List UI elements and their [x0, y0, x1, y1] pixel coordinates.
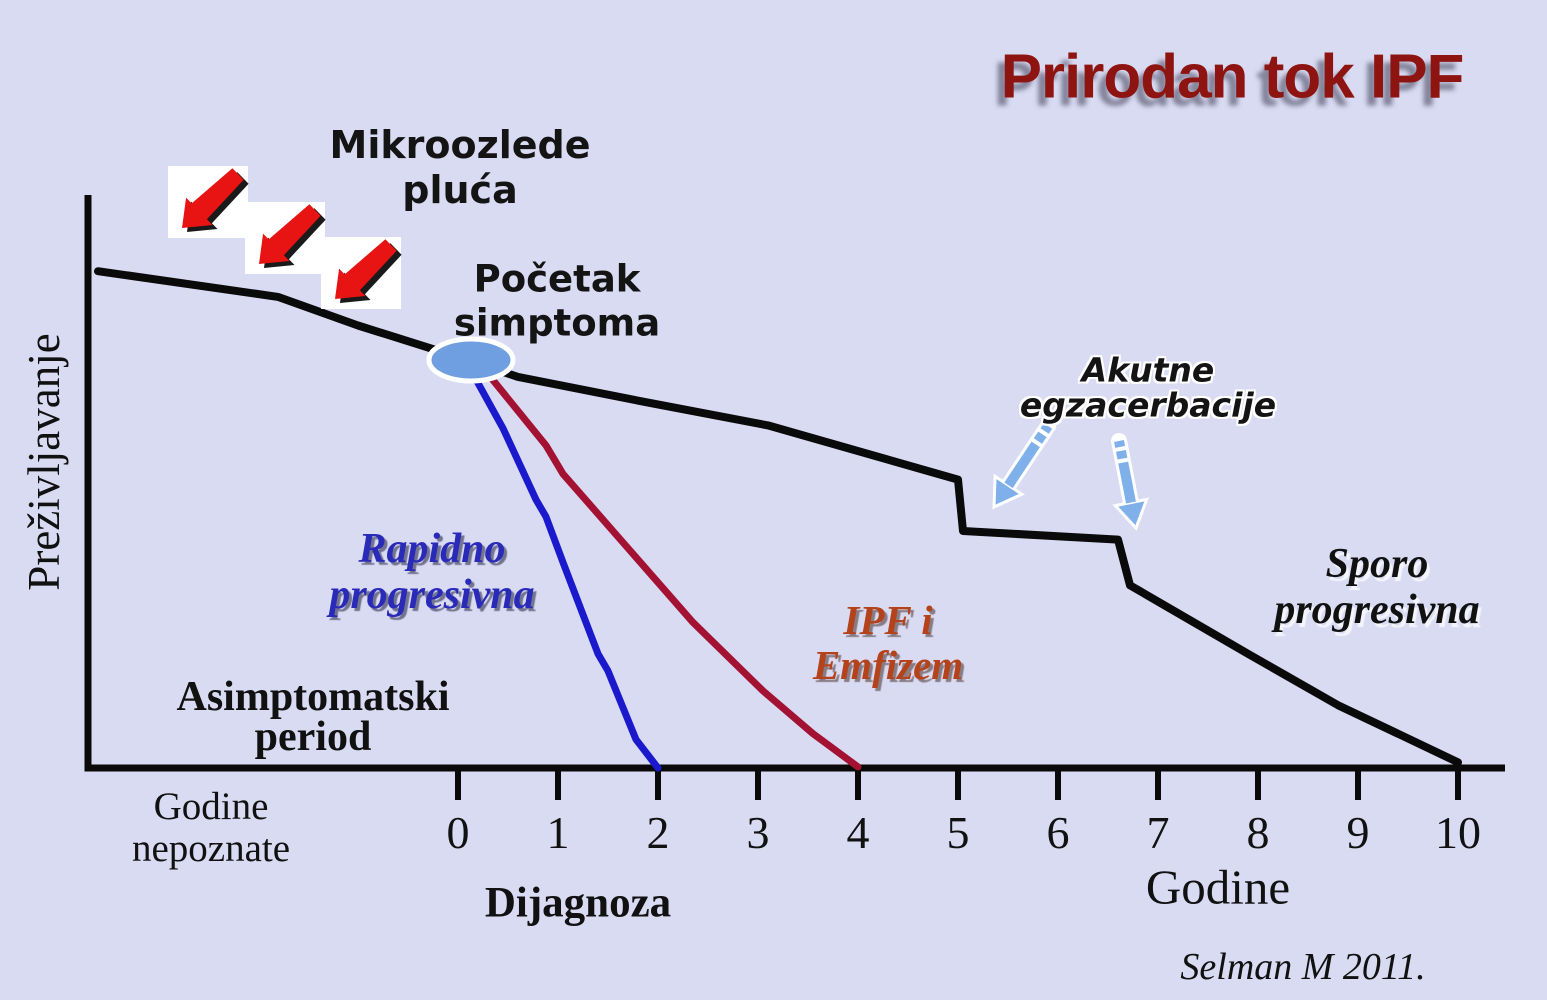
x-tick-label: 7 [1146, 807, 1170, 858]
exacerbation-arrow-2 [1111, 433, 1150, 531]
symptom-onset-label: Početak simptoma [453, 257, 661, 344]
symptom-onset-ellipse-marker [426, 336, 516, 384]
slow-progressive-label: Sporo progresivna [1274, 540, 1480, 633]
micro-injury-arrows [168, 166, 402, 309]
curve-rapidno-progresivna [469, 370, 662, 772]
citation: Selman M 2011. [1180, 946, 1426, 988]
rapid-progressive-label: Rapidno progresivna [329, 525, 535, 618]
red-arrow-icon [168, 166, 249, 238]
slide-title: Prirodan tok IPF [1000, 42, 1465, 112]
x-tick-label: 8 [1246, 807, 1270, 858]
curve-prirodan-tok-sporo-progresivna [94, 267, 1462, 767]
x-tick-label: 10 [1435, 807, 1481, 858]
red-arrow-icon [245, 202, 326, 274]
x-tick-label: 5 [946, 807, 970, 858]
asymptomatic-period-label: Asimptomatski period [176, 674, 450, 760]
axes-lines [84, 195, 1505, 772]
curve-ipf-i-emfizem [484, 370, 862, 771]
x-axis-ticks [455, 768, 1461, 800]
x-tick-label: 1 [546, 807, 570, 858]
acute-exacerbations-label: Akutne egzacerbacije [1019, 350, 1277, 424]
x-axis-title: Godine [1145, 859, 1291, 915]
y-axis-title: Preživljavanje [19, 333, 69, 591]
x-tick-label: 2 [646, 807, 670, 858]
x-tick-label: 6 [1046, 807, 1070, 858]
x-tick-label: 3 [746, 807, 770, 858]
red-arrow-icon [321, 237, 402, 309]
survival-curves [94, 267, 1462, 772]
x-tick-label: 4 [846, 807, 870, 858]
x-tick-label: 0 [446, 807, 470, 858]
x-tick-label: 9 [1346, 807, 1370, 858]
diagnosis-label: Dijagnoza [484, 879, 672, 927]
ipf-emphysema-label: IPF i Emfizem [812, 596, 964, 688]
exacerbation-arrow-1 [992, 418, 1056, 510]
unknown-years-label: Godine nepoznate [131, 784, 291, 870]
micro-injuries-label: Mikroozlede pluća [329, 123, 591, 212]
